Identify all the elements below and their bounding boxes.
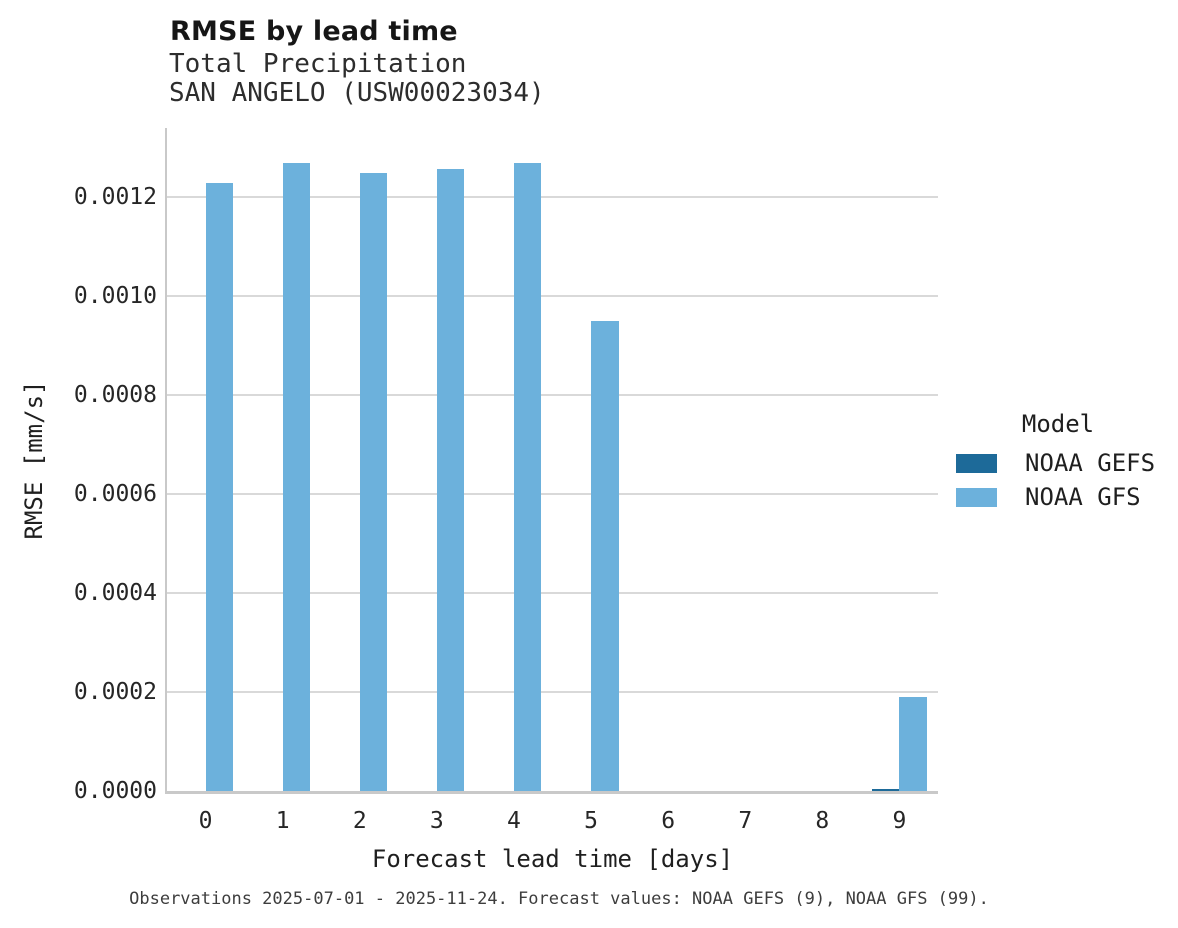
x-tick-label: 9 [892,808,907,834]
gridline [167,591,938,594]
legend-entries: NOAA GEFS NOAA GFS [956,446,1160,514]
gridline [167,492,938,495]
y-tick-label: 0.0012 [73,183,157,210]
bar-noaa-gfs-lead-0 [205,182,234,791]
x-axis-label: Forecast lead time [days] [371,845,734,873]
legend-swatch-noaa-gefs [956,453,997,473]
bar-noaa-gfs-lead-9 [899,696,927,791]
bar-noaa-gefs-lead-9 [871,788,900,791]
x-tick-label: 8 [815,808,830,834]
legend-item-noaa-gfs: NOAA GFS [956,480,1160,514]
gridline [167,690,938,693]
x-axis-ticks: 0 1 2 3 4 5 6 7 8 9 [167,808,938,840]
y-tick-label: 0.0004 [73,579,157,606]
legend-item-noaa-gefs: NOAA GEFS [956,446,1160,480]
x-tick-label: 4 [507,808,521,834]
x-tick-label: 5 [584,808,598,834]
x-tick-label: 2 [352,808,367,834]
legend-title: Model [1021,410,1095,438]
x-tick-label: 0 [198,808,213,834]
legend: Model NOAA GEFS NOAA GFS [956,410,1160,514]
y-tick-label: 0.0002 [73,678,157,705]
y-tick-label: 0.0010 [73,282,157,309]
x-tick-label: 6 [661,808,676,834]
chart-title: RMSE by lead time [170,16,458,47]
x-tick-label: 7 [738,808,753,834]
chart-subtitle: Total Precipitation SAN ANGELO (USW00023… [169,49,545,108]
legend-label-noaa-gfs: NOAA GFS [1025,483,1141,511]
caption: Observations 2025-07-01 - 2025-11-24. Fo… [129,889,989,909]
y-tick-label: 0.0006 [73,480,157,507]
y-tick-label: 0.0008 [73,381,157,408]
bar-noaa-gfs-lead-2 [359,173,388,791]
bar-noaa-gfs-lead-1 [282,162,311,791]
x-tick-label: 3 [429,808,444,834]
bar-noaa-gfs-lead-4 [513,162,542,791]
bar-noaa-gfs-lead-3 [436,168,465,791]
gridline [167,294,938,297]
plot-area [165,128,938,794]
x-tick-label: 1 [275,808,290,834]
bar-noaa-gfs-lead-5 [591,321,619,791]
legend-swatch-noaa-gfs [956,487,997,507]
gridline [167,195,938,198]
legend-label-noaa-gefs: NOAA GEFS [1025,449,1156,477]
y-axis-ticks: 0.0000 0.0002 0.0004 0.0006 0.0008 0.0010 0.00… [0,128,157,804]
gridline [167,393,938,396]
y-tick-label: 0.0000 [73,778,157,804]
